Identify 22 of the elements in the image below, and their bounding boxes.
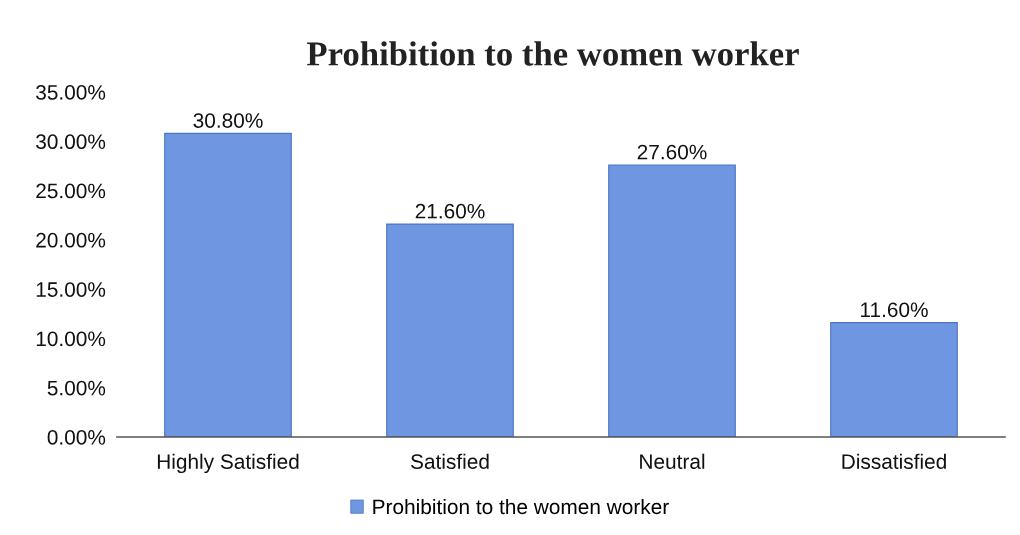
bar <box>386 223 514 437</box>
x-tick-label: Satisfied <box>411 453 489 469</box>
bar <box>608 164 736 437</box>
data-label: 30.80% <box>193 113 263 128</box>
data-label: 27.60% <box>637 144 707 160</box>
bar <box>164 132 292 437</box>
x-tick-label: Dissatisfied <box>842 453 946 469</box>
y-tick-label: 30.00% <box>36 134 106 150</box>
x-tick-label: Neutral <box>640 453 705 469</box>
y-tick-label: 0.00% <box>47 430 106 445</box>
bar <box>830 322 958 437</box>
legend-label: Prohibition to the women worker <box>373 498 669 515</box>
y-tick-label: 20.00% <box>36 232 106 248</box>
data-label: 21.60% <box>415 203 485 219</box>
y-tick-label: 25.00% <box>36 183 106 199</box>
y-tick-label: 15.00% <box>36 282 106 297</box>
data-label: 11.60% <box>861 302 928 318</box>
y-tick-label: 5.00% <box>47 380 106 396</box>
y-tick-label: 10.00% <box>36 331 106 347</box>
x-tick-label: Highly Satisfied <box>157 453 299 474</box>
chart-title: Prohibition to the women worker <box>307 41 799 66</box>
y-tick-label: 35.00% <box>36 85 106 100</box>
